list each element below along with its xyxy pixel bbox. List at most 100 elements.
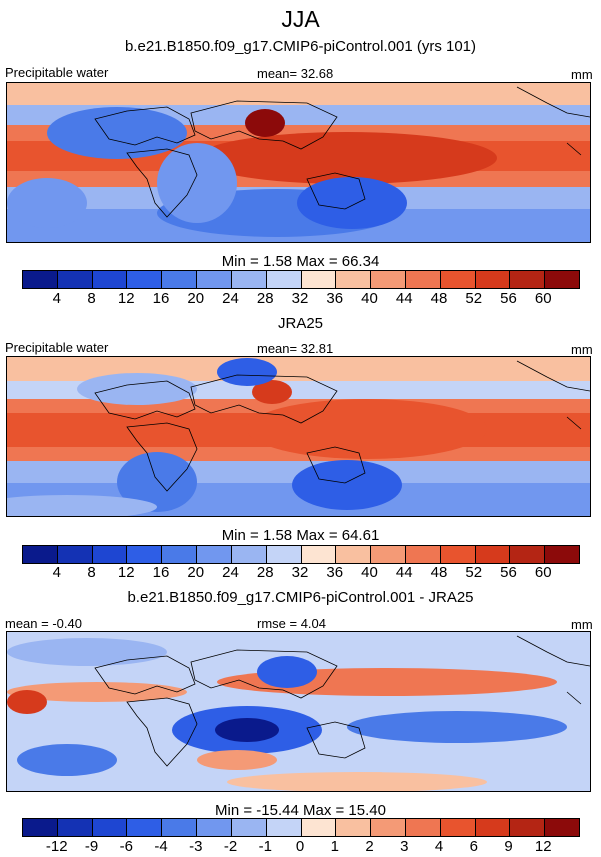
blob (297, 177, 407, 229)
blob (7, 178, 87, 228)
colorbar-swatch (231, 546, 267, 563)
colorbar-swatch (301, 546, 337, 563)
colorbar-tick-label: 52 (465, 564, 483, 581)
coastlines (94, 635, 590, 767)
blob (252, 380, 292, 404)
panel-1-mean-label: mean= 32.68 (257, 66, 334, 81)
colorbar-swatch (231, 271, 267, 288)
coastlines (94, 360, 590, 492)
panel-2-colorbar (22, 545, 580, 564)
colorbar-swatch (197, 819, 232, 836)
colorbar-tick-label: 56 (500, 290, 517, 307)
panel-3-title: b.e21.B1850.f09_g17.CMIP6-piControl.001 … (127, 589, 474, 606)
colorbar-swatch (92, 546, 128, 563)
blob (245, 109, 285, 137)
colorbar-tick-label: 4 (52, 290, 61, 307)
blob (227, 772, 487, 791)
colorbar-swatch (92, 819, 128, 836)
panel-3-mean-label: mean = -0.40 (5, 616, 82, 631)
colorbar-swatch (405, 819, 441, 836)
colorbar-swatch (23, 271, 58, 288)
blob (215, 718, 279, 742)
blob (7, 690, 47, 714)
panel-1-map (6, 82, 591, 243)
colorbar-tick-label: 28 (256, 290, 274, 307)
panel-3-rmse-label: rmse = 4.04 (257, 616, 327, 631)
colorbar-swatch (440, 819, 476, 836)
colorbar-tick-label: 0 (295, 838, 305, 855)
colorbar-tick-label: 28 (256, 564, 274, 581)
panel-2-mean-label: mean= 32.81 (257, 341, 334, 356)
band (7, 83, 590, 105)
colorbar-swatch (266, 546, 302, 563)
panel-1-colorbar-labels: 4 8 12 16 20 24 28 32 36 40 44 48 52 56 60 (22, 290, 578, 308)
colorbar-swatch (57, 271, 93, 288)
blob (292, 460, 402, 510)
colorbar-swatch (127, 819, 163, 836)
blob (7, 638, 167, 666)
colorbar-swatch (127, 271, 163, 288)
colorbar-swatch (545, 819, 579, 836)
colorbar-swatch (231, 819, 267, 836)
panel-3-minmax: Min = -15.44 Max = 15.40 (215, 802, 386, 819)
panel-2-minmax: Min = 1.58 Max = 64.61 (221, 527, 380, 544)
figure-season-title: JJA (281, 6, 320, 32)
colorbar-tick-label: -6 (119, 838, 133, 855)
colorbar-swatch (545, 546, 579, 563)
panel-1-left-label: Precipitable water (5, 65, 109, 80)
colorbar-swatch (23, 546, 58, 563)
panel-2-field (7, 357, 590, 516)
colorbar-swatch (266, 819, 302, 836)
colorbar-tick-label: 1 (330, 838, 339, 855)
blob (197, 132, 497, 184)
colorbar-tick-label: 60 (534, 564, 552, 581)
colorbar-tick-label: 40 (361, 290, 378, 307)
colorbar-swatch (162, 546, 198, 563)
colorbar-swatch (475, 546, 511, 563)
colorbar-tick-label: -4 (154, 838, 168, 855)
colorbar-swatch (510, 546, 546, 563)
colorbar-swatch (440, 271, 476, 288)
colorbar-tick-label: 16 (152, 564, 170, 581)
colorbar-swatch (301, 271, 337, 288)
blob (217, 358, 277, 386)
panel-3-field (7, 632, 590, 791)
blob (7, 682, 187, 702)
panel-3-colorbar-labels: -12 -9 -6 -4 -3 -2 -1 0 1 2 3 4 6 9 12 (22, 838, 578, 856)
colorbar-swatch (23, 819, 58, 836)
colorbar-tick-label: 48 (430, 564, 448, 581)
blob (77, 373, 197, 405)
colorbar-tick-label: 24 (222, 290, 239, 307)
colorbar-tick-label: 8 (87, 290, 96, 307)
colorbar-tick-label: 36 (326, 564, 344, 581)
colorbar-swatch (162, 819, 198, 836)
colorbar-tick-label: 56 (500, 564, 517, 581)
blob (7, 495, 157, 516)
colorbar-tick-label: 44 (395, 290, 413, 307)
colorbar-swatch (440, 546, 476, 563)
colorbar-tick-label: -2 (223, 838, 238, 855)
colorbar-swatch (92, 271, 128, 288)
panel-3-map (6, 631, 591, 792)
colorbar-swatch (405, 546, 441, 563)
colorbar-tick-label: 32 (291, 564, 309, 581)
panel-1-minmax: Min = 1.58 Max = 66.34 (221, 253, 380, 270)
colorbar-tick-label: 8 (87, 564, 96, 581)
coastlines (94, 86, 590, 218)
colorbar-tick-label: -3 (189, 838, 203, 855)
panel-2-colorbar-labels: 4 8 12 16 20 24 28 32 36 40 44 48 52 56 60 (22, 564, 578, 582)
blob (47, 107, 187, 159)
colorbar-swatch (57, 819, 93, 836)
colorbar-tick-label: -9 (84, 838, 99, 855)
colorbar-tick-label: 44 (395, 564, 413, 581)
colorbar-tick-label: 6 (469, 838, 478, 855)
panel-2-units: mm (571, 342, 593, 357)
colorbar-tick-label: 12 (534, 838, 552, 855)
colorbar-swatch (301, 819, 337, 836)
colorbar-swatch (510, 271, 546, 288)
colorbar-swatch (162, 271, 198, 288)
panel-1-field (7, 83, 590, 242)
colorbar-swatch (475, 819, 511, 836)
colorbar-tick-label: 48 (430, 290, 448, 307)
blob (117, 452, 197, 512)
